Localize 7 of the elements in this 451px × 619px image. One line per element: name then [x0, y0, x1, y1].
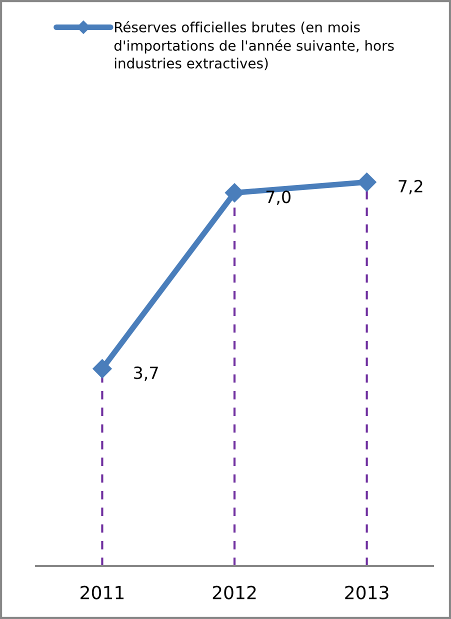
data-label: 3,7: [134, 366, 158, 381]
legend-label: Réserves officielles brutes (en mois d'importations de l'année suivante, hors industries extractives): [114, 21, 394, 70]
data-label: 7,0: [266, 190, 290, 205]
x-tick-label: 2011: [80, 586, 124, 600]
data-label: 7,2: [398, 180, 422, 194]
x-tick-label: 2012: [212, 586, 256, 600]
x-tick-label: 2013: [345, 586, 388, 600]
